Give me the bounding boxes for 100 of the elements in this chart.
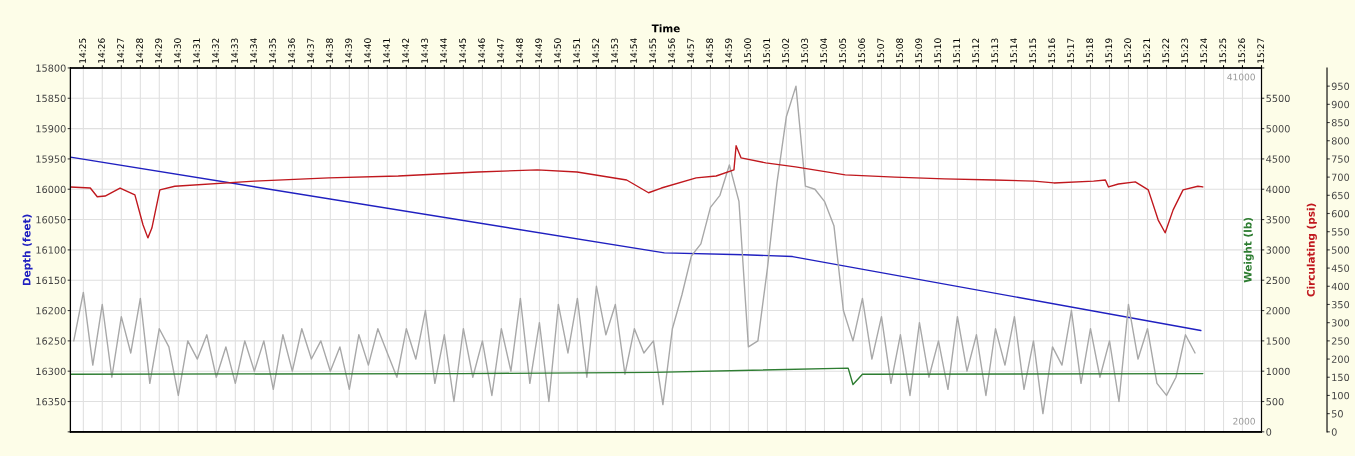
y2-tick-label: 3000 <box>1266 246 1290 254</box>
x-tick-label: 15:12 <box>972 38 980 63</box>
y2-tick-label: 500 <box>1266 397 1284 406</box>
x-tick-label: 14:32 <box>212 38 219 63</box>
y2-tick-label: 0 <box>1266 428 1272 436</box>
x-tick-label: 14:50 <box>554 38 561 63</box>
x-tick-label: 14:26 <box>98 38 105 63</box>
y3-tick-label: 550 <box>1331 228 1350 236</box>
x-tick-label: 14:39 <box>345 38 352 63</box>
x-tick-label: 14:35 <box>269 38 276 63</box>
y2-tick-label: 4500 <box>1266 155 1290 163</box>
y3-axis-title: Circulating (psi) <box>1306 203 1317 297</box>
x-tick-label: 14:56 <box>668 38 675 63</box>
y-tick-label: 16200 <box>36 307 66 315</box>
x-tick-label: 14:31 <box>193 38 200 63</box>
y-tick-label: 15850 <box>36 94 66 103</box>
x-tick-label: 14:29 <box>155 38 162 63</box>
y3-tick-label: 600 <box>1331 209 1350 218</box>
y2-tick-label: 5500 <box>1266 94 1290 103</box>
x-tick-label: 15:16 <box>1048 38 1056 63</box>
line-series <box>73 85 1196 415</box>
y3-tick-label: 50 <box>1331 410 1343 418</box>
x-tick-label: 15:01 <box>763 38 771 63</box>
y3-tick-label: 300 <box>1331 319 1350 327</box>
x-tick-label: 15:26 <box>1238 38 1246 63</box>
y-axis-title: Depth (feet) <box>22 214 33 286</box>
x-tick-label: 14:53 <box>611 38 618 63</box>
x-tick-label: 14:43 <box>421 38 429 63</box>
x-tick-label: 14:57 <box>687 38 695 63</box>
x-tick-label: 14:41 <box>383 38 390 63</box>
y2-tick-label: 1500 <box>1266 337 1290 345</box>
y-tick-label: 15900 <box>36 125 66 133</box>
x-tick-label: 15:23 <box>1181 38 1189 63</box>
x-tick-label: 14:40 <box>364 38 372 63</box>
y3-tick-label: 200 <box>1331 355 1350 363</box>
x-tick-label: 14:33 <box>231 38 238 63</box>
y2-tick-label: 4000 <box>1266 185 1290 194</box>
y-tick-label: 16350 <box>36 397 66 406</box>
x-tick-label: 14:36 <box>288 38 295 63</box>
y3-tick-label: 900 <box>1331 100 1350 109</box>
x-tick-label: 14:37 <box>307 38 314 63</box>
x-tick-label: 14:55 <box>649 38 657 63</box>
x-tick-label: 14:51 <box>573 38 581 63</box>
y2-tick-label: 2500 <box>1266 276 1290 285</box>
y3-tick-label: 800 <box>1331 137 1350 145</box>
x-tick-label: 15:06 <box>858 38 866 63</box>
y3-tick-label: 700 <box>1331 173 1350 181</box>
x-tick-label: 14:25 <box>79 38 86 63</box>
x-tick-label: 15:04 <box>820 38 828 63</box>
y3-tick-label: 650 <box>1331 191 1350 200</box>
x-tick-label: 14:59 <box>725 38 732 63</box>
x-tick-label: 14:28 <box>136 38 143 63</box>
x-tick-label: 14:38 <box>326 38 333 63</box>
x-tick-label: 14:34 <box>250 38 257 63</box>
y2-tick-label: 2000 <box>1266 307 1290 315</box>
y3-tick-label: 100 <box>1332 391 1350 400</box>
y-tick-label: 16050 <box>36 216 66 224</box>
y-tick-label: 16150 <box>36 276 66 285</box>
x-tick-label: 15:00 <box>744 38 752 63</box>
y3-tick-label: 950 <box>1331 82 1350 90</box>
x-tick-label: 15:03 <box>801 38 809 63</box>
y3-tick-label: 0 <box>1331 428 1337 436</box>
x-tick-label: 15:13 <box>991 38 999 63</box>
x-tick-label: 14:49 <box>535 38 543 63</box>
y3-tick-label: 400 <box>1331 282 1350 291</box>
x-tick-label: 14:48 <box>516 38 523 63</box>
annotation: 41000 <box>1227 73 1255 81</box>
y3-tick-label: 150 <box>1332 373 1350 382</box>
x-tick-label: 15:20 <box>1124 38 1132 63</box>
x-tick-label: 14:52 <box>592 38 600 63</box>
annotation: 2000 <box>1233 417 1255 425</box>
x-tick-label: 14:54 <box>630 38 638 63</box>
x-tick-label: 15:10 <box>934 38 942 63</box>
y2-tick-label: 1000 <box>1266 367 1290 376</box>
x-tick-label: 15:21 <box>1143 38 1151 63</box>
y-tick-label: 16300 <box>36 367 66 376</box>
x-tick-label: 15:17 <box>1067 38 1075 63</box>
y-tick-label: 16100 <box>36 246 66 254</box>
y3-tick-label: 500 <box>1331 246 1350 254</box>
x-tick-label: 15:22 <box>1162 38 1170 63</box>
y3-tick-label: 450 <box>1331 264 1350 272</box>
y-tick-label: 16250 <box>36 337 66 345</box>
x-tick-label: 14:46 <box>478 38 486 63</box>
x-tick-label: 15:07 <box>877 38 885 63</box>
y3-tick-label: 350 <box>1331 300 1350 309</box>
x-tick-label: 14:30 <box>174 38 181 63</box>
x-tick-label: 15:11 <box>953 38 961 63</box>
x-tick-label: 14:58 <box>706 38 714 63</box>
y-tick-label: 16000 <box>36 185 66 194</box>
x-tick-label: 15:15 <box>1029 38 1037 63</box>
x-tick-label: 14:45 <box>459 38 466 63</box>
x-tick-label: 15:14 <box>1010 38 1018 63</box>
line-series <box>70 367 1204 386</box>
line-series <box>70 145 1204 239</box>
x-tick-label: 15:05 <box>839 38 847 63</box>
x-tick-label: 14:42 <box>402 38 409 63</box>
y2-tick-label: 3500 <box>1266 216 1290 224</box>
x-tick-label: 14:44 <box>440 38 447 63</box>
x-tick-label: 15:24 <box>1200 38 1208 63</box>
x-tick-label: 14:27 <box>117 38 124 63</box>
